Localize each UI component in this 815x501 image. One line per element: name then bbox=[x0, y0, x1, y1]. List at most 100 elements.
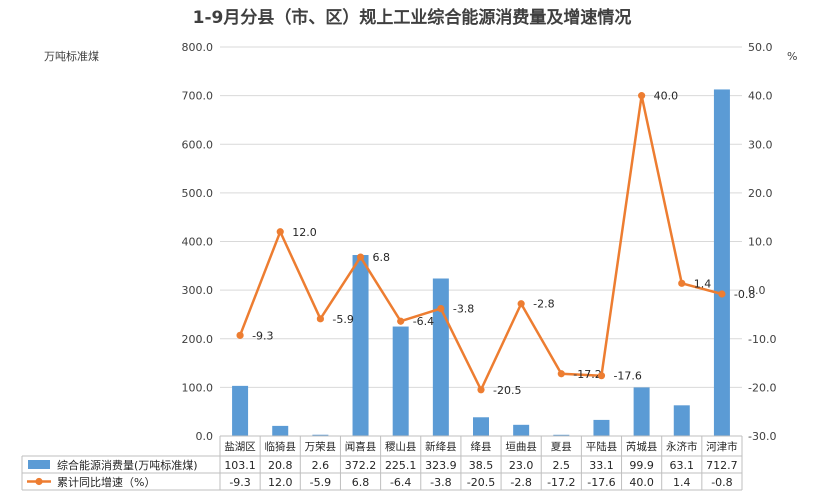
line-point bbox=[557, 370, 565, 378]
line-data-label: -17.6 bbox=[613, 370, 641, 383]
legend-label-bar: 综合能源消费量(万吨标准煤) bbox=[57, 458, 198, 472]
bar bbox=[392, 326, 409, 436]
legend-key-bar bbox=[28, 460, 50, 469]
left-tick-label: 500.0 bbox=[182, 187, 214, 200]
category-label: 垣曲县 bbox=[505, 441, 537, 453]
right-tick-label: 0.0 bbox=[748, 284, 766, 297]
category-label: 闻喜县 bbox=[345, 440, 377, 453]
category-label: 临猗县 bbox=[264, 440, 296, 453]
bar bbox=[673, 405, 690, 436]
bar bbox=[432, 278, 449, 436]
bar bbox=[473, 417, 489, 436]
table-cell-energy: 712.7 bbox=[706, 459, 738, 472]
left-tick-label: 400.0 bbox=[182, 236, 214, 249]
legend-label-line: 累计同比增速（%） bbox=[57, 475, 155, 489]
line-data-label: 1.4 bbox=[694, 277, 712, 290]
table-cell-growth: 12.0 bbox=[268, 476, 293, 489]
table-cell-growth: -5.9 bbox=[310, 476, 331, 489]
chart-title: 1-9月分县（市、区）规上工业综合能源消费量及增速情况 bbox=[193, 7, 632, 28]
table-cell-growth: 40.0 bbox=[629, 476, 654, 489]
line-data-label: -0.8 bbox=[734, 288, 755, 301]
bar bbox=[312, 434, 329, 436]
category-label: 平陆县 bbox=[586, 440, 618, 453]
line-data-label: 40.0 bbox=[654, 90, 679, 103]
line-point bbox=[316, 315, 324, 323]
table-cell-energy: 103.1 bbox=[224, 459, 256, 472]
line-point bbox=[437, 305, 445, 313]
table-cell-energy: 20.8 bbox=[268, 459, 293, 472]
left-tick-label: 100.0 bbox=[182, 381, 214, 394]
category-label: 万荣县 bbox=[305, 441, 337, 453]
line-point bbox=[718, 290, 726, 298]
left-tick-label: 200.0 bbox=[182, 333, 214, 346]
table-cell-growth: -0.8 bbox=[711, 476, 732, 489]
axes: 0.0 100.0 200.0 300.0 400.0 500.0 600.0 700.0 80… bbox=[182, 41, 777, 443]
category-label: 永济市 bbox=[666, 440, 698, 453]
line-data-label: -9.3 bbox=[252, 329, 273, 342]
category-label: 芮城县 bbox=[626, 440, 658, 453]
table-cell-growth: -6.4 bbox=[390, 476, 411, 489]
right-tick-label: 30.0 bbox=[748, 138, 773, 151]
left-tick-label: 300.0 bbox=[182, 284, 214, 297]
bar-series bbox=[232, 89, 730, 437]
category-label: 河津市 bbox=[706, 440, 738, 453]
category-label: 夏县 bbox=[551, 441, 572, 453]
line-data-label: -20.5 bbox=[493, 384, 521, 397]
right-axis-unit: % bbox=[787, 50, 797, 63]
table-cell-growth: -17.6 bbox=[587, 476, 615, 489]
growth-line bbox=[238, 94, 723, 392]
bar bbox=[513, 424, 530, 436]
table-cell-energy: 38.5 bbox=[469, 459, 494, 472]
line-data-label: -3.8 bbox=[453, 303, 474, 316]
line-point bbox=[678, 279, 686, 287]
bar bbox=[352, 255, 369, 436]
table-cell-growth: 6.8 bbox=[352, 476, 370, 489]
bar bbox=[232, 385, 249, 436]
category-label: 盐湖区 bbox=[224, 440, 256, 453]
bar bbox=[593, 419, 610, 436]
table-cell-energy: 23.0 bbox=[509, 459, 534, 472]
data-table: 盐湖区 临猗县 万荣县 闻喜县 稷山县 新绛县 绛县 垣曲县 夏县 平陆县 芮城县 永济市 河津市综合能… bbox=[21, 435, 743, 491]
line-data-label: -5.9 bbox=[332, 313, 353, 326]
legend-key-marker bbox=[35, 477, 43, 486]
table-cell-growth: -9.3 bbox=[229, 476, 250, 489]
table-cell-growth: 1.4 bbox=[673, 476, 691, 489]
table-cell-energy: 372.2 bbox=[345, 459, 377, 472]
line-data-label: -17.2 bbox=[573, 368, 601, 381]
table-cell-growth: -20.5 bbox=[467, 476, 495, 489]
table-cell-energy: 323.9 bbox=[425, 459, 457, 472]
table-cell-energy: 225.1 bbox=[385, 459, 417, 472]
right-tick-label: 10.0 bbox=[748, 236, 773, 249]
bar bbox=[272, 425, 289, 436]
line-point bbox=[597, 372, 606, 380]
table-cell-energy: 2.6 bbox=[312, 459, 330, 472]
right-tick-label: 20.0 bbox=[748, 187, 773, 200]
table-cell-energy: 2.5 bbox=[553, 459, 571, 472]
line-point bbox=[517, 300, 525, 308]
right-tick-label: -20.0 bbox=[748, 381, 776, 394]
line-data-label: -2.8 bbox=[533, 298, 554, 311]
bar bbox=[553, 434, 570, 436]
line-point bbox=[638, 92, 646, 100]
line-series: -9.3 12.0 -5.9 6.8 -6.4 -3.8 -20.5 -2.8 -17.2 -17… bbox=[236, 90, 755, 397]
table-cell-growth: -3.8 bbox=[430, 476, 451, 489]
line-point bbox=[397, 317, 405, 325]
left-axis-unit: 万吨标准煤 bbox=[44, 49, 99, 63]
line-point bbox=[236, 331, 244, 339]
line-data-label: 12.0 bbox=[292, 226, 317, 239]
table-cell-growth: -2.8 bbox=[510, 476, 531, 489]
left-tick-label: 700.0 bbox=[182, 90, 214, 103]
table-cell-energy: 33.1 bbox=[589, 459, 614, 472]
left-tick-label: 800.0 bbox=[182, 41, 214, 54]
right-tick-label: -30.0 bbox=[748, 430, 776, 443]
category-label: 新绛县 bbox=[425, 440, 457, 453]
table-cell-growth: -17.2 bbox=[547, 476, 575, 489]
line-data-label: 6.8 bbox=[373, 251, 391, 264]
line-point bbox=[477, 386, 485, 394]
bar bbox=[713, 89, 730, 437]
category-label: 稷山县 bbox=[385, 441, 417, 453]
bar bbox=[633, 387, 650, 436]
right-tick-label: 50.0 bbox=[748, 41, 773, 54]
right-tick-label: -10.0 bbox=[748, 333, 776, 346]
